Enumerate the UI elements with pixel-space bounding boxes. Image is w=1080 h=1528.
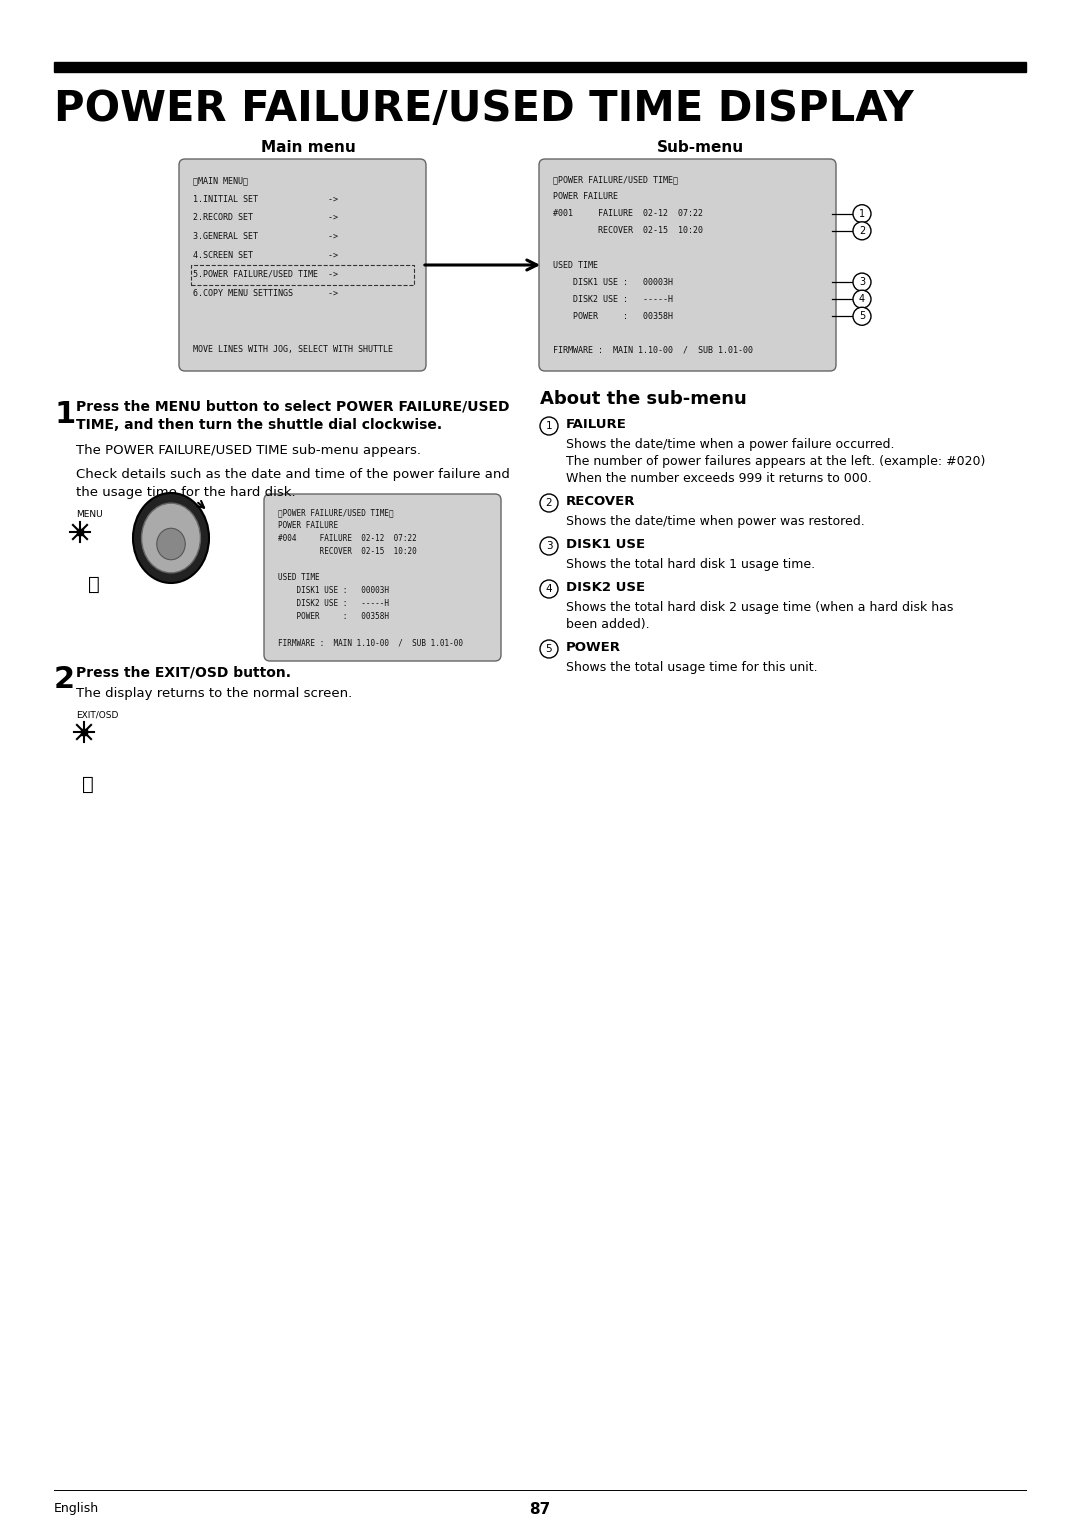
Text: 2: 2 bbox=[54, 665, 76, 694]
Text: TIME, and then turn the shuttle dial clockwise.: TIME, and then turn the shuttle dial clo… bbox=[76, 419, 442, 432]
Text: DISK2 USE: DISK2 USE bbox=[566, 581, 645, 594]
Text: DISK2 USE :   -----H: DISK2 USE : -----H bbox=[553, 295, 673, 304]
Text: 3: 3 bbox=[859, 277, 865, 287]
Text: 〈MAIN MENU〉: 〈MAIN MENU〉 bbox=[193, 176, 248, 185]
Circle shape bbox=[853, 274, 870, 292]
Text: The display returns to the normal screen.: The display returns to the normal screen… bbox=[76, 688, 352, 700]
Text: Shows the total usage time for this unit.: Shows the total usage time for this unit… bbox=[566, 662, 818, 674]
Circle shape bbox=[540, 536, 558, 555]
Text: 87: 87 bbox=[529, 1502, 551, 1517]
Text: 〈POWER FAILURE/USED TIME〉: 〈POWER FAILURE/USED TIME〉 bbox=[553, 176, 678, 183]
Text: 4: 4 bbox=[859, 295, 865, 304]
Circle shape bbox=[540, 494, 558, 512]
FancyBboxPatch shape bbox=[539, 159, 836, 371]
Text: ✋: ✋ bbox=[82, 775, 94, 795]
FancyBboxPatch shape bbox=[179, 159, 426, 371]
Text: Shows the date/time when power was restored.: Shows the date/time when power was resto… bbox=[566, 515, 865, 529]
Text: 2: 2 bbox=[859, 226, 865, 235]
Text: 4.SCREEN SET               ->: 4.SCREEN SET -> bbox=[193, 251, 338, 260]
Circle shape bbox=[853, 290, 870, 309]
Text: FIRMWARE :  MAIN 1.10-00  /  SUB 1.01-00: FIRMWARE : MAIN 1.10-00 / SUB 1.01-00 bbox=[553, 345, 753, 354]
Text: EXIT/OSD: EXIT/OSD bbox=[76, 711, 119, 720]
Text: USED TIME: USED TIME bbox=[553, 260, 598, 269]
Text: #001     FAILURE  02-12  07:22: #001 FAILURE 02-12 07:22 bbox=[553, 209, 703, 219]
Text: POWER     :   00358H: POWER : 00358H bbox=[278, 613, 389, 620]
FancyBboxPatch shape bbox=[264, 494, 501, 662]
Text: Main menu: Main menu bbox=[260, 141, 355, 154]
Ellipse shape bbox=[157, 529, 186, 559]
Bar bbox=[191, 264, 414, 284]
Circle shape bbox=[853, 222, 870, 240]
Text: 〈POWER FAILURE/USED TIME〉: 〈POWER FAILURE/USED TIME〉 bbox=[278, 507, 393, 516]
Text: been added).: been added). bbox=[566, 617, 650, 631]
Circle shape bbox=[540, 640, 558, 659]
Text: POWER FAILURE/USED TIME DISPLAY: POWER FAILURE/USED TIME DISPLAY bbox=[54, 89, 914, 130]
Text: USED TIME: USED TIME bbox=[278, 573, 320, 582]
Text: 1: 1 bbox=[545, 422, 552, 431]
Text: 6.COPY MENU SETTINGS       ->: 6.COPY MENU SETTINGS -> bbox=[193, 289, 338, 298]
Text: POWER FAILURE: POWER FAILURE bbox=[553, 193, 618, 202]
Text: English: English bbox=[54, 1502, 99, 1514]
Text: FAILURE: FAILURE bbox=[566, 419, 626, 431]
Text: Shows the total hard disk 1 usage time.: Shows the total hard disk 1 usage time. bbox=[566, 558, 815, 571]
Text: The number of power failures appears at the left. (example: #020): The number of power failures appears at … bbox=[566, 455, 985, 468]
Text: 3.GENERAL SET              ->: 3.GENERAL SET -> bbox=[193, 232, 338, 241]
Text: About the sub-menu: About the sub-menu bbox=[540, 390, 746, 408]
Text: Shows the total hard disk 2 usage time (when a hard disk has: Shows the total hard disk 2 usage time (… bbox=[566, 601, 954, 614]
Text: FIRMWARE :  MAIN 1.10-00  /  SUB 1.01-00: FIRMWARE : MAIN 1.10-00 / SUB 1.01-00 bbox=[278, 639, 463, 646]
Circle shape bbox=[853, 307, 870, 325]
Ellipse shape bbox=[133, 494, 210, 584]
Text: Press the MENU button to select POWER FAILURE/USED: Press the MENU button to select POWER FA… bbox=[76, 400, 510, 414]
Text: 5: 5 bbox=[545, 643, 552, 654]
Text: ✋: ✋ bbox=[89, 575, 99, 594]
Text: DISK1 USE :   00003H: DISK1 USE : 00003H bbox=[278, 587, 389, 594]
Text: Press the EXIT/OSD button.: Press the EXIT/OSD button. bbox=[76, 665, 291, 678]
Text: 5: 5 bbox=[859, 312, 865, 321]
Text: POWER     :   00358H: POWER : 00358H bbox=[553, 312, 673, 321]
Text: #004     FAILURE  02-12  07:22: #004 FAILURE 02-12 07:22 bbox=[278, 533, 417, 542]
Text: MOVE LINES WITH JOG, SELECT WITH SHUTTLE: MOVE LINES WITH JOG, SELECT WITH SHUTTLE bbox=[193, 345, 393, 354]
Text: 2: 2 bbox=[545, 498, 552, 507]
Bar bbox=[81, 729, 87, 735]
Text: DISK1 USE: DISK1 USE bbox=[566, 538, 645, 552]
Text: DISK2 USE :   -----H: DISK2 USE : -----H bbox=[278, 599, 389, 608]
Circle shape bbox=[540, 581, 558, 597]
Text: POWER: POWER bbox=[566, 642, 621, 654]
Text: 1: 1 bbox=[54, 400, 76, 429]
Text: RECOVER  02-15  10:20: RECOVER 02-15 10:20 bbox=[553, 226, 703, 235]
Text: POWER FAILURE: POWER FAILURE bbox=[278, 521, 338, 530]
Text: 1.INITIAL SET              ->: 1.INITIAL SET -> bbox=[193, 194, 338, 203]
Ellipse shape bbox=[141, 503, 201, 573]
Text: Shows the date/time when a power failure occurred.: Shows the date/time when a power failure… bbox=[566, 439, 894, 451]
Bar bbox=[77, 529, 83, 535]
Circle shape bbox=[540, 417, 558, 435]
Circle shape bbox=[853, 205, 870, 223]
Text: Sub-menu: Sub-menu bbox=[657, 141, 743, 154]
Text: the usage time for the hard disk.: the usage time for the hard disk. bbox=[76, 486, 296, 500]
Text: 3: 3 bbox=[545, 541, 552, 552]
Bar bbox=[54, 63, 1026, 72]
Text: When the number exceeds 999 it returns to 000.: When the number exceeds 999 it returns t… bbox=[566, 472, 872, 484]
Text: 5.POWER FAILURE/USED TIME  ->: 5.POWER FAILURE/USED TIME -> bbox=[193, 270, 338, 280]
Text: 1: 1 bbox=[859, 209, 865, 219]
Text: The POWER FAILURE/USED TIME sub-menu appears.: The POWER FAILURE/USED TIME sub-menu app… bbox=[76, 445, 421, 457]
Text: RECOVER  02-15  10:20: RECOVER 02-15 10:20 bbox=[278, 547, 417, 556]
Text: RECOVER: RECOVER bbox=[566, 495, 635, 507]
Text: 2.RECORD SET               ->: 2.RECORD SET -> bbox=[193, 214, 338, 223]
Text: MENU: MENU bbox=[76, 510, 103, 520]
Text: DISK1 USE :   00003H: DISK1 USE : 00003H bbox=[553, 278, 673, 287]
Text: Check details such as the date and time of the power failure and: Check details such as the date and time … bbox=[76, 468, 510, 481]
Text: 4: 4 bbox=[545, 584, 552, 594]
